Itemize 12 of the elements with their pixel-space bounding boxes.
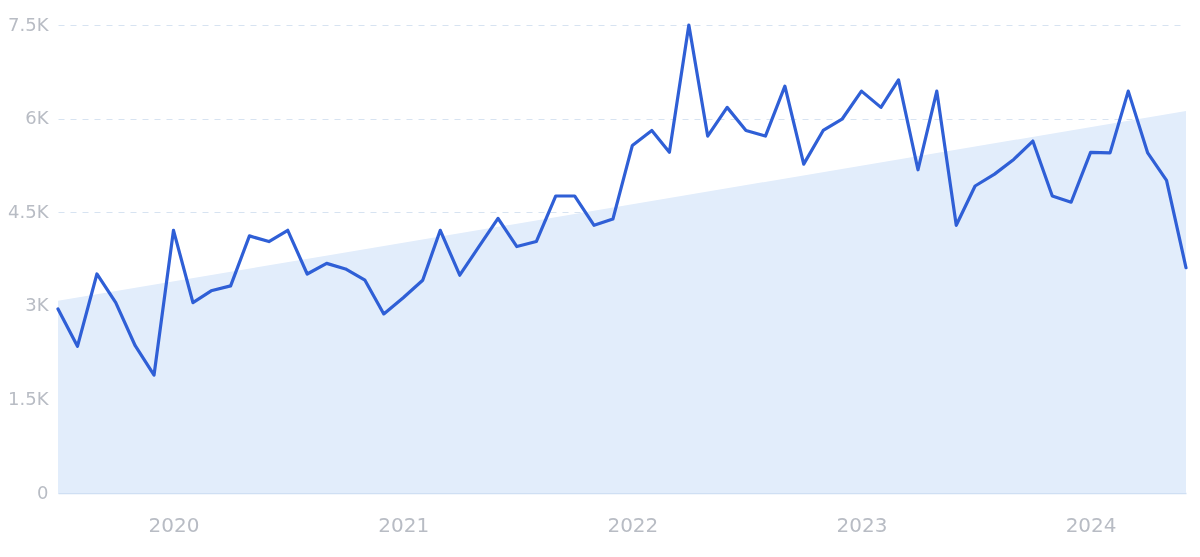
y-tick-label: 1.5K	[8, 387, 50, 409]
x-tick-label: 2022	[607, 512, 659, 537]
y-tick-label: 0	[37, 481, 49, 503]
x-tick-label: 2023	[836, 512, 888, 537]
y-tick-label: 3K	[25, 294, 50, 316]
x-tick-label: 2021	[378, 512, 430, 537]
y-tick-label: 4.5K	[8, 200, 50, 222]
y-tick-label: 6K	[25, 107, 50, 129]
x-tick-label: 2024	[1065, 512, 1117, 537]
y-tick-label: 7.5K	[8, 13, 50, 35]
x-tick-label: 2020	[148, 512, 200, 537]
line-series	[56, 23, 1188, 377]
